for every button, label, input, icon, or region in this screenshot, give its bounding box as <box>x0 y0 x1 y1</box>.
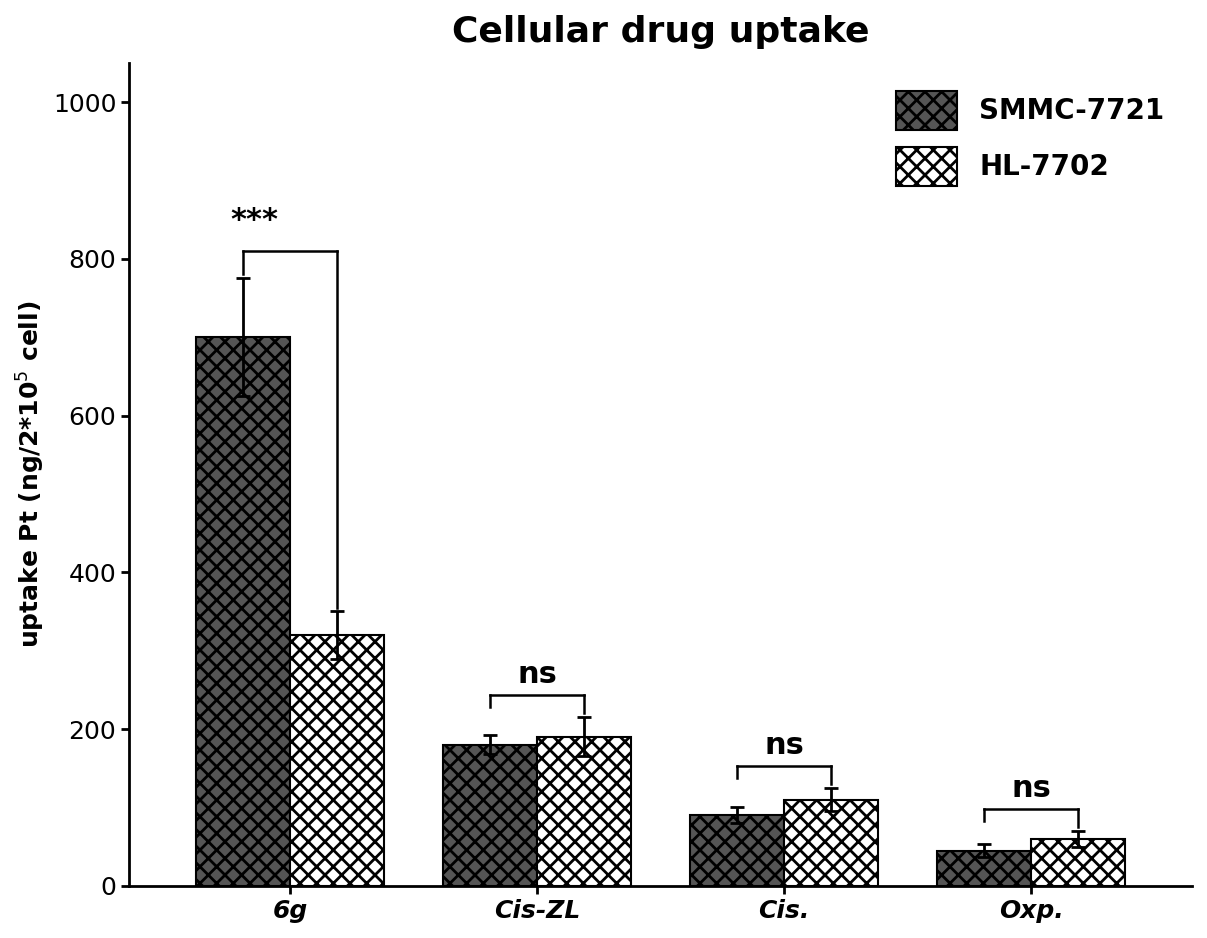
Legend: SMMC-7721, HL-7702: SMMC-7721, HL-7702 <box>882 77 1178 200</box>
Bar <box>197 337 290 885</box>
Bar <box>1032 839 1125 885</box>
Bar <box>690 815 785 885</box>
Bar <box>537 737 631 885</box>
Bar <box>785 799 879 885</box>
Text: ***: *** <box>231 206 279 235</box>
Title: Cellular drug uptake: Cellular drug uptake <box>451 15 869 49</box>
Text: ns: ns <box>1011 774 1051 803</box>
Text: ns: ns <box>764 731 804 760</box>
Text: ns: ns <box>518 660 558 689</box>
Y-axis label: uptake Pt (ng/2*10$^5$ cell): uptake Pt (ng/2*10$^5$ cell) <box>14 301 47 648</box>
Bar <box>290 635 384 885</box>
Bar <box>443 745 537 885</box>
Bar <box>938 851 1032 885</box>
